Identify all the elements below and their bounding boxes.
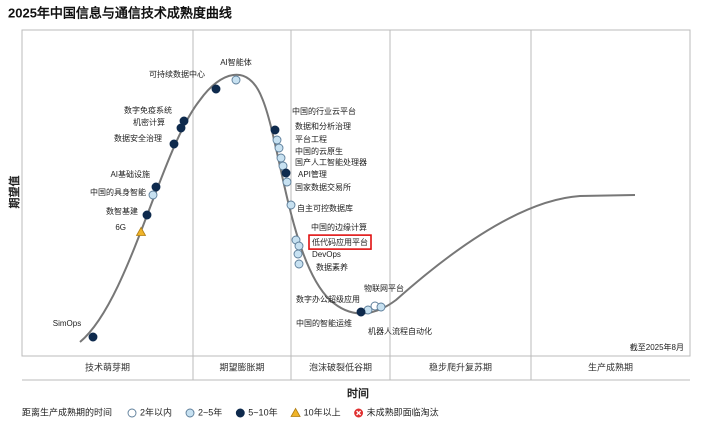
legend-marker <box>290 407 301 417</box>
technology-label: 中国的具身智能 <box>90 187 146 197</box>
technology-point <box>151 182 161 192</box>
technology-point <box>293 249 303 259</box>
technology-label: AI基础设施 <box>110 169 150 179</box>
technology-label: 低代码应用平台 <box>312 237 368 247</box>
x-axis-label: 时间 <box>347 386 369 400</box>
legend-label: 2年以内 <box>140 406 172 417</box>
technology-point <box>286 200 296 210</box>
hype-curve <box>79 73 636 343</box>
technology-point <box>88 332 98 342</box>
technology-label: AI智能体 <box>220 57 252 67</box>
technology-label: 国产人工智能处理器 <box>295 157 367 167</box>
technology-label: SimOps <box>53 319 81 328</box>
legend-label: 5~10年 <box>248 406 277 417</box>
technology-label: 机器人流程自动化 <box>368 326 432 336</box>
legend-label: 2~5年 <box>198 406 222 417</box>
technology-point <box>231 75 241 85</box>
technology-label: 中国的行业云平台 <box>292 106 356 116</box>
date-note: 截至2025年8月 <box>630 342 684 352</box>
legend-marker <box>127 408 137 418</box>
technology-point <box>142 210 152 220</box>
legend-marker <box>185 408 195 418</box>
technology-label: 中国的智能运维 <box>296 318 352 328</box>
technology-point <box>376 302 386 312</box>
y-axis-label: 期望值 <box>7 176 21 209</box>
legend-x <box>356 410 362 416</box>
technology-point <box>294 259 304 269</box>
technology-point <box>274 143 284 153</box>
technology-label: 数据和分析治理 <box>295 121 351 131</box>
technology-label: 机密计算 <box>133 117 165 127</box>
technology-point <box>179 116 189 126</box>
technology-label: 6G <box>115 223 126 232</box>
technology-label: 自主可控数据库 <box>297 203 353 213</box>
technology-label: 数据素养 <box>316 262 348 272</box>
technology-label: 数智基建 <box>106 206 138 216</box>
phase-label: 期望膨胀期 <box>219 361 264 372</box>
legend-marker <box>235 408 245 418</box>
technology-point <box>281 168 291 178</box>
technology-point <box>294 241 304 251</box>
technology-label: 数据安全治理 <box>114 133 162 143</box>
technology-label: 可持续数据中心 <box>149 69 205 79</box>
technology-point <box>282 177 292 187</box>
technology-label: DevOps <box>312 250 341 259</box>
technology-point <box>135 226 147 236</box>
technology-label: 物联网平台 <box>364 283 404 293</box>
technology-point <box>211 84 221 94</box>
legend-label: 未成熟即面临淘汰 <box>367 406 439 417</box>
technology-point <box>169 139 179 149</box>
phase-label: 生产成熟期 <box>588 361 633 372</box>
technology-label: 数字免疫系统 <box>124 105 172 115</box>
technology-label: 平台工程 <box>295 134 327 144</box>
technology-point <box>148 190 158 200</box>
technology-label: API管理 <box>298 169 327 179</box>
technology-label: 国家数据交易所 <box>295 182 351 192</box>
technology-point <box>276 153 286 163</box>
technology-point <box>270 125 280 135</box>
technology-label: 中国的边缘计算 <box>311 222 367 232</box>
highlight-box <box>308 234 372 250</box>
phase-label: 技术萌芽期 <box>85 361 130 372</box>
technology-point <box>272 135 282 145</box>
legend-title: 距离生产成熟期的时间 <box>22 406 112 417</box>
technology-point <box>356 307 366 317</box>
technology-label: 数字办公超级应用 <box>296 294 360 304</box>
plot-frame <box>21 29 691 357</box>
phase-label: 泡沫破裂低谷期 <box>309 361 372 372</box>
phase-label: 稳步爬升复苏期 <box>429 361 492 372</box>
legend-label: 10年以上 <box>304 406 341 417</box>
technology-label: 中国的云原生 <box>295 146 343 156</box>
chart-title: 2025年中国信息与通信技术成熟度曲线 <box>8 5 232 20</box>
